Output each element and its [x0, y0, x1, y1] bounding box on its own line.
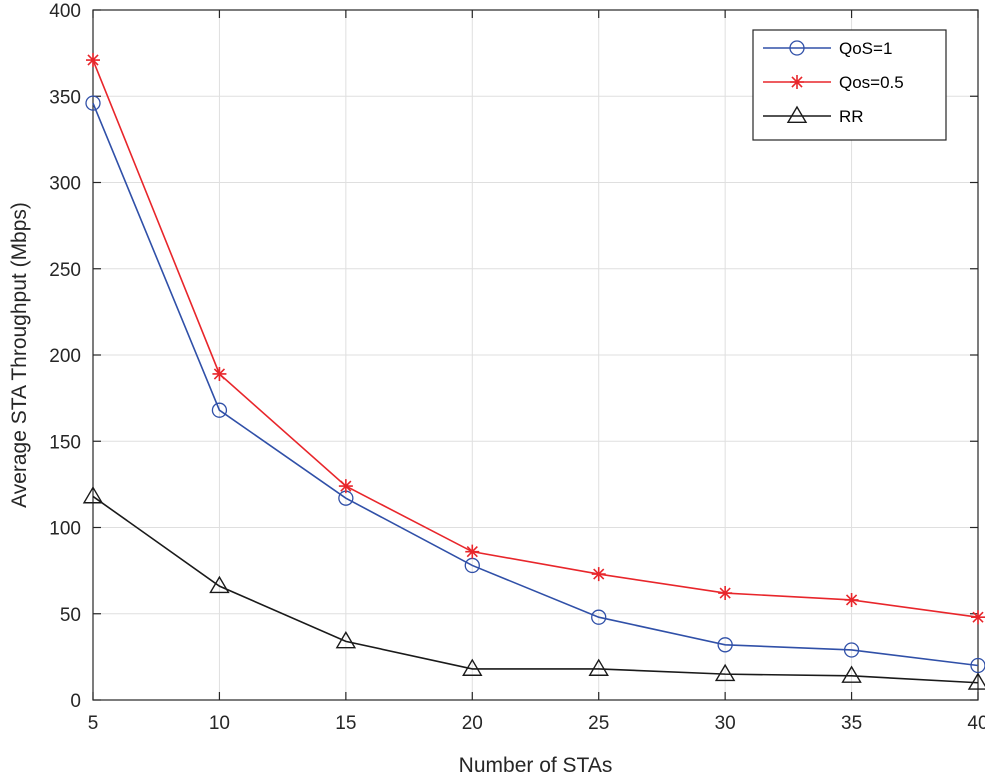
x-tick-label: 40: [967, 713, 985, 734]
data-point: [591, 609, 607, 625]
data-point: [967, 672, 985, 690]
data-point: [211, 402, 228, 418]
data-point: [714, 663, 736, 682]
legend: QoS=1 Qos=0.5 RR: [752, 29, 947, 141]
data-point: [209, 575, 230, 594]
legend-label: QoS=1: [839, 39, 892, 58]
data-point: [335, 630, 357, 649]
x-tick-label: 30: [715, 713, 736, 734]
y-tick-label: 400: [49, 1, 81, 22]
legend-marker: [786, 105, 808, 124]
data-point: [844, 592, 859, 607]
data-point: [843, 642, 860, 658]
series-1: [86, 53, 985, 625]
y-tick-label: 50: [60, 605, 81, 626]
data-point: [338, 479, 353, 494]
x-tick-label: 15: [335, 713, 356, 734]
data-point: [841, 665, 862, 683]
data-point: [86, 53, 100, 68]
series-line: [92, 59, 979, 618]
data-point: [82, 486, 104, 504]
legend-marker: [789, 40, 805, 56]
series-2: [82, 486, 985, 690]
data-point: [717, 637, 733, 653]
y-axis-label: Average STA Throughput (Mbps): [8, 202, 31, 508]
y-tick-label: 300: [49, 174, 81, 195]
data-point: [465, 544, 480, 559]
x-tick-label: 35: [841, 713, 862, 734]
data-point: [591, 567, 606, 582]
y-tick-label: 350: [49, 87, 81, 108]
legend-marker: [790, 75, 804, 89]
y-tick-label: 0: [70, 691, 81, 712]
series-line: [92, 495, 979, 684]
series-line: [92, 102, 979, 667]
data-point: [85, 95, 101, 111]
data-point: [971, 610, 985, 625]
data-point: [718, 586, 733, 601]
x-axis-label: Number of STAs: [459, 754, 613, 777]
x-tick-label: 10: [209, 713, 230, 734]
x-tick-label: 20: [462, 713, 483, 734]
data-point: [462, 658, 483, 676]
data-point: [212, 366, 227, 381]
series-group: [82, 53, 985, 690]
x-tick-label: 25: [588, 713, 609, 734]
y-tick-label: 100: [49, 519, 81, 540]
x-tick-label: 5: [88, 713, 99, 734]
data-point: [588, 658, 609, 676]
y-tick-label: 200: [49, 346, 81, 367]
y-tick-label: 250: [49, 260, 81, 281]
legend-label: RR: [839, 107, 864, 126]
legend-label: Qos=0.5: [839, 73, 904, 92]
y-tick-label: 150: [49, 432, 81, 453]
